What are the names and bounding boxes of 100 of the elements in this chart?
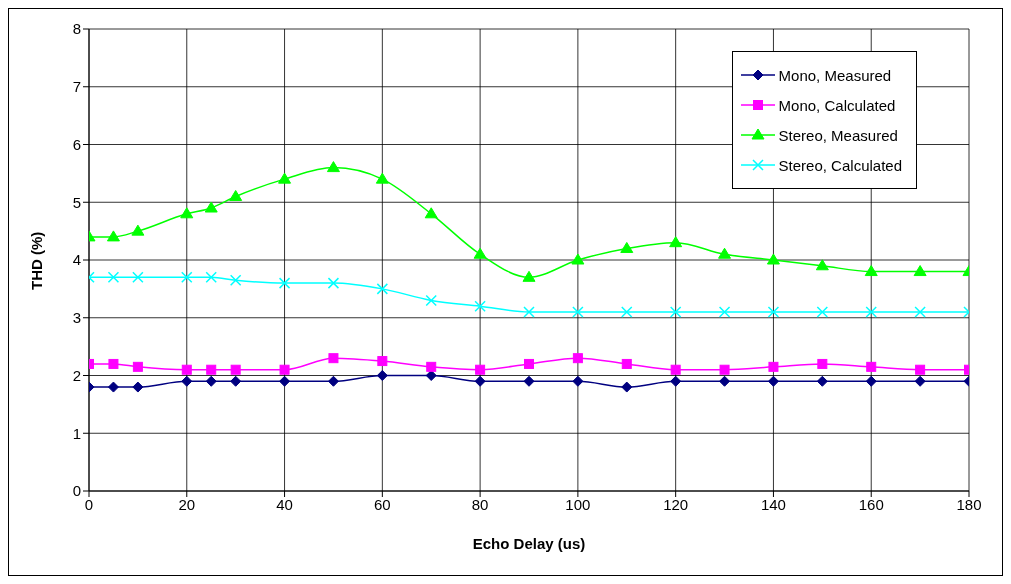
point bbox=[132, 271, 144, 284]
point bbox=[425, 370, 437, 381]
x-tick-label: 60 bbox=[373, 495, 391, 513]
point bbox=[181, 271, 193, 284]
point bbox=[816, 375, 828, 387]
point bbox=[524, 358, 534, 369]
point bbox=[523, 375, 535, 387]
point bbox=[816, 306, 829, 318]
y-tick-label: 8 bbox=[72, 20, 81, 38]
legend-label: Mono, Measured bbox=[778, 66, 892, 84]
point bbox=[181, 375, 193, 387]
point bbox=[768, 361, 779, 372]
point bbox=[206, 364, 217, 375]
point bbox=[866, 361, 877, 372]
point bbox=[107, 271, 120, 284]
point bbox=[915, 364, 926, 375]
point bbox=[475, 364, 486, 375]
y-tick-label: 7 bbox=[72, 78, 81, 96]
point bbox=[279, 375, 291, 387]
point bbox=[669, 236, 683, 248]
x-tick-label: 100 bbox=[565, 495, 591, 513]
y-tick-label: 0 bbox=[72, 482, 81, 500]
legend-label: Stereo, Measured bbox=[778, 126, 898, 144]
point bbox=[326, 161, 340, 173]
point bbox=[473, 247, 487, 259]
point bbox=[107, 381, 119, 393]
point bbox=[719, 364, 730, 375]
point bbox=[767, 375, 779, 387]
point bbox=[670, 364, 681, 375]
point bbox=[571, 253, 585, 265]
x-tick-label: 40 bbox=[276, 495, 293, 513]
y-tick-label: 5 bbox=[72, 193, 81, 211]
point bbox=[132, 361, 143, 372]
point bbox=[767, 306, 780, 318]
point bbox=[766, 253, 780, 265]
y-tick-label: 4 bbox=[72, 251, 81, 269]
point bbox=[229, 274, 242, 286]
y-tick-label: 1 bbox=[72, 424, 81, 442]
point bbox=[670, 375, 682, 387]
point bbox=[229, 189, 243, 201]
point bbox=[181, 364, 192, 375]
y-tick-label: 2 bbox=[72, 366, 81, 384]
point bbox=[205, 375, 217, 387]
point bbox=[376, 283, 389, 295]
point bbox=[377, 356, 388, 367]
point bbox=[204, 201, 218, 213]
point bbox=[132, 381, 144, 393]
point bbox=[719, 375, 731, 387]
point bbox=[864, 265, 878, 277]
point bbox=[621, 381, 633, 393]
point bbox=[865, 375, 877, 387]
point bbox=[205, 271, 217, 284]
point bbox=[815, 259, 829, 271]
point bbox=[914, 306, 926, 318]
point bbox=[328, 353, 339, 364]
point bbox=[474, 300, 486, 312]
y-tick-label: 6 bbox=[72, 135, 81, 153]
x-tick-label: 80 bbox=[471, 495, 489, 513]
point bbox=[279, 364, 290, 375]
point bbox=[621, 306, 633, 318]
point bbox=[278, 277, 291, 289]
point bbox=[425, 294, 437, 307]
point bbox=[621, 358, 632, 369]
legend-label: Stereo, Calculated bbox=[778, 156, 902, 174]
x-tick-label: 20 bbox=[178, 495, 196, 513]
point bbox=[718, 247, 732, 259]
point bbox=[106, 230, 120, 242]
point bbox=[572, 353, 583, 364]
point bbox=[278, 172, 292, 184]
point bbox=[230, 364, 241, 375]
point bbox=[914, 375, 926, 387]
point bbox=[817, 358, 828, 369]
x-tick-label: 160 bbox=[858, 495, 884, 513]
point bbox=[108, 358, 119, 369]
point bbox=[913, 265, 927, 277]
x-axis-title: Echo Delay (us) bbox=[472, 535, 586, 552]
point bbox=[375, 172, 389, 184]
point bbox=[426, 361, 437, 372]
point bbox=[327, 277, 340, 289]
point bbox=[327, 375, 339, 387]
point bbox=[523, 306, 535, 318]
point bbox=[180, 207, 194, 219]
x-tick-label: 120 bbox=[663, 495, 689, 513]
point bbox=[131, 224, 145, 236]
x-tick-label: 0 bbox=[84, 495, 94, 513]
point bbox=[572, 306, 584, 318]
point bbox=[376, 370, 388, 381]
x-tick-label: 140 bbox=[760, 495, 786, 513]
point bbox=[474, 375, 486, 387]
point bbox=[424, 207, 438, 219]
point bbox=[718, 306, 731, 318]
legend-label: Mono, Calculated bbox=[778, 96, 896, 114]
point bbox=[620, 241, 634, 253]
point bbox=[669, 306, 682, 318]
y-tick-label: 3 bbox=[72, 309, 81, 327]
point bbox=[572, 375, 584, 387]
point bbox=[522, 270, 536, 282]
y-axis-title: THD (%) bbox=[28, 231, 46, 290]
x-tick-label: 180 bbox=[956, 495, 982, 513]
point bbox=[865, 306, 877, 318]
